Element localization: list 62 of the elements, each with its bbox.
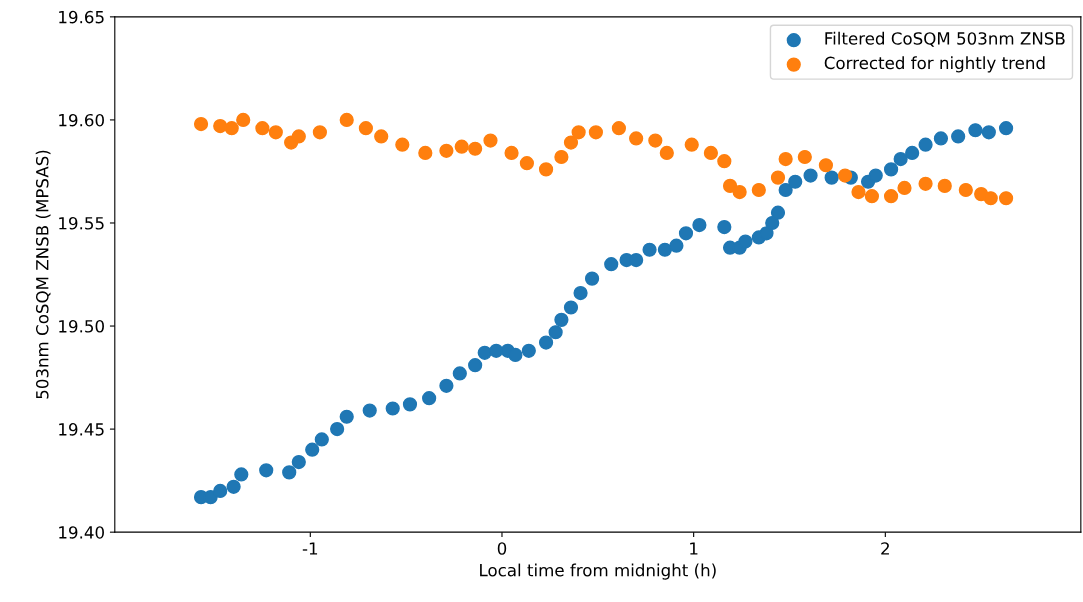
point [588,125,603,140]
point [611,121,626,136]
point [236,112,251,128]
point [554,149,569,165]
y-tick-label: 19.40 [59,526,104,539]
point [864,189,880,204]
point [193,116,209,132]
point [684,137,699,152]
point [851,184,866,200]
point [291,129,306,144]
point [722,178,738,193]
point [897,180,912,196]
point [224,121,239,136]
point [538,162,554,177]
point [418,145,433,160]
x-tick-label: 1 [690,542,698,555]
y-tick-label: 19.50 [59,320,104,333]
point [837,168,853,183]
point [998,191,1014,206]
legend-label: Filtered CoSQM 503nm ZNSB [825,31,1065,47]
point [358,121,373,136]
point [339,112,354,128]
point [563,135,579,150]
point [648,133,663,148]
y-tick-label: 19.45 [59,423,104,436]
point [818,158,834,173]
point [439,143,454,158]
point [659,145,674,160]
point [703,145,719,160]
x-tick-label: 2 [881,542,889,555]
y-tick-label: 19.65 [59,10,104,24]
point [454,139,469,154]
point [629,131,644,146]
point [374,129,389,144]
point [504,145,519,160]
point [395,137,410,152]
x-tick-label: 0 [497,542,507,555]
point [732,184,747,200]
point [468,141,483,156]
point [213,119,228,134]
point [268,125,283,140]
x-axis-title: Local time from midnight (h) [480,563,716,580]
x-tick-label: -1 [302,542,318,555]
point [751,182,766,198]
point [519,156,534,171]
point [937,178,952,193]
point [958,182,973,198]
point [778,151,793,167]
point [983,191,998,206]
point [255,121,270,136]
point [918,176,933,191]
point [883,189,899,204]
point [312,125,327,140]
point [797,149,812,165]
y-tick-label: 19.55 [59,216,104,230]
point [770,170,786,185]
legend-label: Corrected for nightly trend [824,56,1045,73]
y-tick-label: 19.60 [59,113,104,127]
point [571,125,586,140]
point [717,154,732,169]
y-axis-title: 503nm CoSQM ZNSB (MPSAS) [35,150,51,399]
point [483,133,498,148]
